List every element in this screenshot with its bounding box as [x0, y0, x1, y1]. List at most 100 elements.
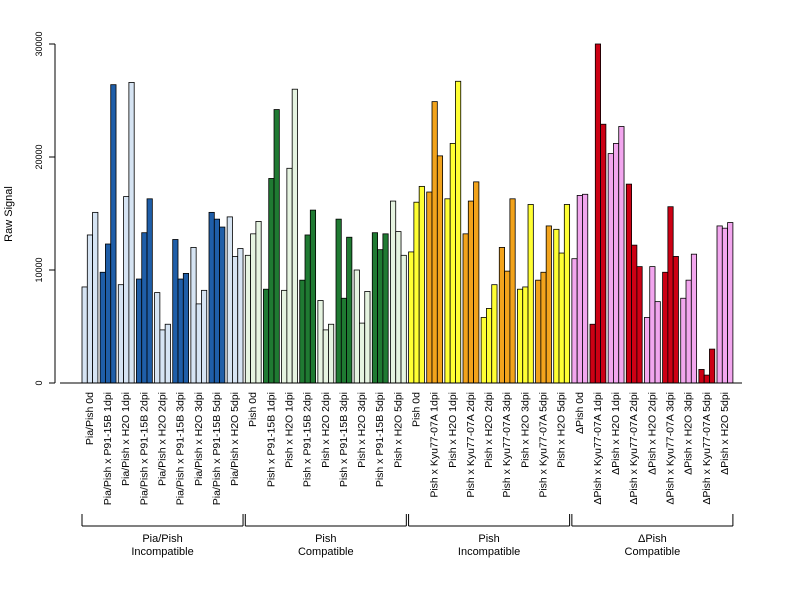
bar: [563, 204, 571, 384]
bar: [105, 243, 112, 384]
bar: [299, 279, 306, 384]
bar: [444, 198, 451, 384]
x-tick-label: Pish x H2O 3dpi: [519, 392, 531, 468]
bar: [636, 266, 643, 384]
bar: [154, 292, 161, 384]
bar: [353, 269, 360, 384]
x-tick-label: Pish 0d: [411, 392, 423, 427]
bar: [509, 198, 516, 384]
x-tick-label: Pia/Pish x H2O 5dpi: [229, 392, 241, 486]
bar: [208, 211, 215, 384]
bar: [480, 317, 487, 384]
x-tick-label: ΔPish x H2O 5dpi: [719, 392, 731, 475]
bar: [680, 297, 687, 384]
bar: [263, 288, 270, 384]
x-tick-label: Pish x P91-15B 2dpi: [302, 392, 314, 487]
x-tick-label: Pia/Pish x H2O 2dpi: [157, 392, 169, 486]
bar: [219, 226, 226, 384]
x-tick-labels: Pia/Pish 0d Pia/Pish x P91-15B 1dpi Pia/Pi…: [84, 392, 731, 505]
x-tick-label: Pia/Pish x P91-15B 2dpi: [138, 392, 150, 505]
bar: [540, 271, 547, 384]
bar: [335, 218, 342, 384]
bar: [346, 236, 353, 384]
x-tick-label: ΔPish x Kyu77-07A 2dpi: [628, 392, 640, 505]
bar: [232, 256, 239, 384]
x-tick-label: ΔPish x Kyu77-07A 3dpi: [665, 392, 677, 505]
x-tick-label: Pia/Pish x P91-15B 3dpi: [175, 392, 187, 505]
group-brackets: Pia/PishIncompatiblePishCompatiblePishIn…: [81, 514, 734, 558]
bar: [123, 196, 130, 384]
bar: [486, 308, 493, 384]
bar: [250, 233, 257, 384]
bar: [703, 374, 710, 384]
bar: [618, 126, 625, 384]
bar: [281, 289, 288, 384]
bar: [141, 232, 148, 384]
bar: [81, 286, 88, 384]
x-tick-label: Pish x H2O 5dpi: [392, 392, 404, 468]
x-tick-label: ΔPish x Kyu77-07A 5dpi: [701, 392, 713, 505]
bar: [613, 143, 620, 384]
bar: [400, 254, 407, 384]
bar: [727, 222, 734, 384]
x-tick-label: Pish x H2O 2dpi: [483, 392, 495, 468]
bar: [190, 246, 197, 384]
x-tick-label: Pish x Kyu77-07A 3dpi: [501, 392, 513, 498]
bar: [462, 233, 469, 384]
bar: [177, 278, 184, 384]
bar: [273, 109, 280, 384]
bars: [81, 43, 734, 384]
x-tick-label: Pish x H2O 1dpi: [284, 392, 296, 468]
bar: [92, 211, 99, 384]
bar: [213, 218, 221, 384]
bar: [558, 252, 565, 384]
bar: [576, 195, 583, 384]
x-tick-label: Pish x P91-15B 1dpi: [265, 392, 277, 487]
bar: [328, 323, 335, 384]
bar: [390, 200, 397, 384]
x-tick-label: ΔPish x H2O 1dpi: [610, 392, 622, 475]
bar: [268, 178, 275, 384]
group-label-line1: ΔPish: [638, 533, 667, 545]
bar: [672, 256, 679, 384]
bar: [600, 123, 607, 384]
bar: [371, 232, 378, 384]
bar: [226, 216, 233, 384]
bar: [237, 248, 244, 384]
bar: [594, 43, 601, 384]
bar: [322, 329, 329, 384]
group-label-line2: Incompatible: [458, 546, 520, 558]
bar: [582, 193, 589, 384]
x-tick-label: Pish x H2O 1dpi: [447, 392, 459, 468]
bar: [255, 221, 262, 384]
y-axis-label: Raw Signal: [3, 186, 15, 242]
bar: [244, 254, 251, 384]
x-tick-label: Pia/Pish x P91-15B 5dpi: [211, 392, 223, 505]
x-tick-label: ΔPish x Kyu77-07A 1dpi: [592, 392, 604, 505]
y-tick-label: 10000: [34, 257, 44, 282]
y-axis: 0 10000 20000 30000: [34, 31, 56, 386]
bar: [418, 185, 425, 384]
bar: [644, 317, 651, 384]
x-tick-label: ΔPish x H2O 3dpi: [683, 392, 695, 475]
group-label-line2: Compatible: [625, 546, 681, 558]
bar: [99, 271, 106, 384]
bar: [662, 271, 669, 384]
bar: [571, 258, 578, 384]
bar: [654, 301, 661, 384]
bar: [467, 200, 474, 384]
bar: [110, 84, 117, 384]
x-tick-label: Pish x Kyu77-07A 5dpi: [538, 392, 550, 498]
bar: [408, 251, 415, 384]
x-tick-label: Pish x P91-15B 3dpi: [338, 392, 350, 487]
bar: [625, 183, 632, 384]
bar: [698, 369, 705, 384]
x-tick-label: Pish x P91-15B 5dpi: [374, 392, 386, 487]
bar: [504, 270, 511, 384]
bar: [517, 288, 524, 384]
bar: [690, 253, 698, 384]
y-tick-label: 30000: [34, 31, 44, 56]
bar: [589, 323, 596, 384]
